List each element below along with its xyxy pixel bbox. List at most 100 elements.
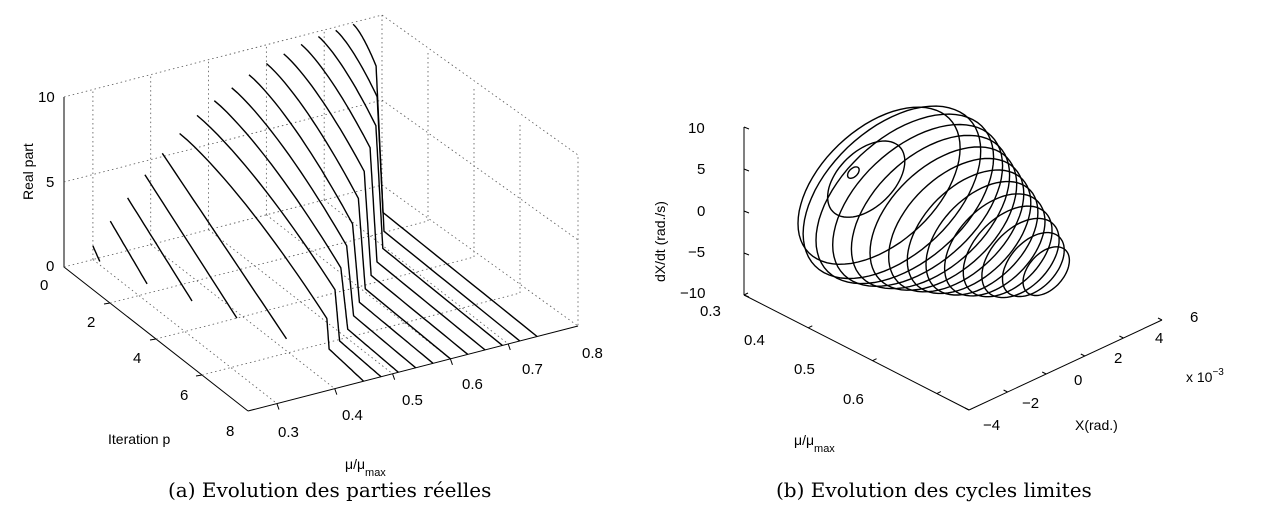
- chart-b-mu-tick: [743, 292, 749, 296]
- chart-b-x-tick: [1157, 317, 1163, 321]
- chart-b-mu-tick: [872, 358, 877, 362]
- chart-b-z-tick: [743, 294, 750, 298]
- chart-a-mu-gridline: [208, 229, 393, 375]
- chart-a-ztick-0: 0: [46, 258, 54, 275]
- chart-a-ylabel: μ/μmax: [345, 456, 386, 479]
- chart-a-ylabel-sub: max: [365, 467, 386, 479]
- chart-b-cycle-14: [1001, 231, 1065, 298]
- chart-a-xtick-6: 6: [180, 387, 188, 404]
- chart-a-series-line-9: [248, 74, 434, 364]
- chart-a-p-tick: [195, 374, 203, 377]
- chart-a-series-line-2: [127, 197, 193, 302]
- chart-a-mu-tick: [334, 388, 338, 395]
- chart-a-mu-gridline: [323, 199, 509, 345]
- chart-a-ytick-0.3: 0.3: [278, 424, 299, 441]
- chart-b-x-multiplier-exp: −3: [1212, 367, 1224, 378]
- chart-b-ytick-0.5: 0.5: [794, 361, 815, 378]
- chart-b-caption: (b) Evolution des cycles limites: [776, 478, 1092, 502]
- chart-a-series-line-5: [179, 132, 365, 382]
- chart-a: 10 5 0 0 2 4 6 8 0.3 0.4 0.5 0.6 0.7 0.8…: [20, 14, 603, 502]
- chart-a-p-gridline: [109, 220, 429, 304]
- chart-b-cycle-11: [943, 193, 1046, 297]
- chart-b-ztick-10: 10: [688, 120, 705, 137]
- chart-a-p-tick: [149, 338, 157, 341]
- chart-a-series-line-4: [161, 152, 288, 340]
- chart-b-ylabel-sub: max: [814, 443, 835, 455]
- chart-a-back-edges: [63, 14, 579, 326]
- chart-a-axis-left: [63, 97, 249, 412]
- chart-a-ztick-5: 5: [46, 174, 54, 191]
- chart-b-z-tick: [743, 210, 750, 214]
- chart-b-ylabel-main: μ/μ: [794, 432, 814, 448]
- chart-b-axis-mu: [743, 294, 970, 411]
- chart-b-cycle-13: [981, 217, 1060, 299]
- chart-b-ztick-m5: −5: [688, 244, 705, 261]
- chart-a-series-line-0: [92, 245, 101, 262]
- chart-a-xtick-0: 0: [40, 277, 48, 294]
- chart-a-ytick-0.7: 0.7: [522, 361, 543, 378]
- chart-b-z-tick: [743, 252, 750, 256]
- chart-a-p-gridline: [201, 292, 521, 376]
- chart-a-series-line-6: [196, 114, 382, 378]
- chart-b-x-tick: [1003, 389, 1008, 393]
- chart-b-xtick-6: 6: [1190, 309, 1198, 326]
- chart-b-cycle-15: [1022, 246, 1071, 297]
- chart-b-ytick-0.6: 0.6: [843, 391, 864, 408]
- chart-a-mu-gridline: [266, 214, 451, 360]
- chart-b-xtick-m2: −2: [1022, 395, 1039, 412]
- chart-a-box: [63, 14, 579, 412]
- chart-b-mu-tick: [808, 325, 813, 329]
- chart-b-cycle-4: [815, 113, 995, 285]
- chart-b-xtick-2: 2: [1114, 350, 1122, 367]
- chart-a-mu-gridline: [150, 244, 335, 389]
- chart-b-ztick-0: 0: [697, 203, 705, 220]
- chart-b-cycle-9: [906, 169, 1032, 295]
- chart-b-cycle-12: [962, 205, 1053, 298]
- chart-b-x-tick: [1080, 353, 1086, 357]
- chart-a-ytick-0.8: 0.8: [582, 345, 603, 362]
- chart-b: 10 5 0 −5 −10 0.3 0.4 0.5 0.6 −4 −2 0 2 …: [652, 105, 1224, 502]
- chart-b-xtick-m4: −4: [983, 417, 1000, 434]
- chart-a-floor-back: [63, 184, 383, 268]
- chart-a-series-line-1: [109, 220, 148, 285]
- chart-a-p-gridline: [155, 256, 475, 340]
- chart-a-series-line-13: [317, 35, 503, 346]
- chart-b-series: [797, 105, 1071, 299]
- chart-a-ytick-0.6: 0.6: [462, 376, 483, 393]
- chart-a-zlabel: Real part: [20, 143, 36, 200]
- chart-a-xtick-2: 2: [87, 314, 95, 331]
- chart-b-cycle-0: [846, 166, 860, 179]
- chart-b-ylabel: μ/μmax: [794, 432, 835, 455]
- chart-b-mu-tick: [936, 391, 942, 395]
- chart-a-mu-gridline: [92, 259, 278, 404]
- chart-b-cycle-5: [831, 123, 1004, 288]
- chart-a-ytick-0.5: 0.5: [402, 392, 423, 409]
- chart-b-ztick-m10: −10: [680, 285, 705, 302]
- chart-b-ytick-0.3: 0.3: [700, 303, 721, 320]
- chart-a-series-line-11: [283, 53, 469, 355]
- chart-b-x-multiplier-base: x 10: [1186, 369, 1213, 385]
- chart-b-z-tick: [743, 168, 750, 172]
- chart-a-xtick-4: 4: [133, 350, 141, 367]
- chart-a-axis-front: [247, 325, 579, 412]
- chart-a-mu-tick: [276, 403, 280, 410]
- chart-a-ztick-10: 10: [38, 89, 55, 106]
- chart-b-x-tick: [1119, 335, 1124, 339]
- chart-a-xtick-8: 8: [226, 423, 234, 440]
- chart-a-series-line-12: [300, 43, 486, 351]
- chart-a-series-line-8: [231, 87, 417, 369]
- chart-a-series-line-7: [213, 100, 399, 373]
- chart-b-ytick-0.4: 0.4: [744, 332, 765, 349]
- chart-a-floor-right: [381, 184, 579, 327]
- chart-a-grid-z5: [63, 99, 579, 241]
- chart-a-ytick-0.4: 0.4: [342, 407, 363, 424]
- chart-b-ztick-5: 5: [697, 161, 705, 178]
- chart-b-cycle-7: [869, 146, 1018, 291]
- chart-a-series-line-15: [352, 23, 538, 338]
- chart-b-cycle-8: [887, 157, 1025, 293]
- chart-b-x-tick: [1041, 371, 1047, 375]
- chart-a-xlabel: Iteration p: [108, 431, 170, 447]
- chart-a-p-tick: [103, 302, 111, 305]
- chart-b-xlabel: X(rad.): [1075, 417, 1118, 433]
